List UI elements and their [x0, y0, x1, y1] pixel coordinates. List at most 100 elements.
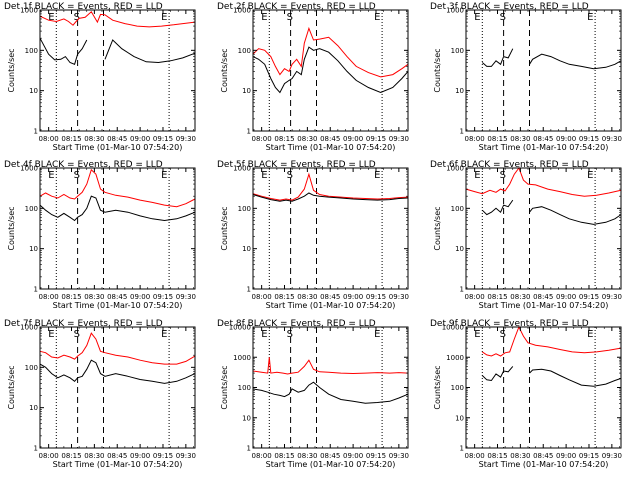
x-tick-label: 09:30	[389, 452, 409, 460]
x-axis-label: Start Time (01-Mar-10 07:54:20)	[479, 143, 609, 152]
x-tick-label: 08:45	[107, 135, 127, 143]
event-marker-label: S	[287, 170, 293, 181]
y-tick-label: 10	[455, 414, 464, 422]
event-marker-label: E	[474, 12, 480, 23]
x-tick-label: 08:30	[84, 293, 104, 301]
x-tick-label: 09:30	[389, 293, 409, 301]
x-tick-label: 08:30	[510, 293, 530, 301]
y-tick-label: 1000	[20, 165, 38, 173]
x-tick-label: 08:30	[84, 452, 104, 460]
event-marker-label: S	[500, 12, 506, 23]
y-tick-label: 10	[29, 87, 38, 95]
event-marker-label: S	[74, 12, 80, 23]
lld-rate-line	[465, 166, 622, 197]
x-tick-label: 09:15	[153, 135, 173, 143]
event-marker-label: E	[261, 12, 267, 23]
y-axis-label: Counts/sec	[433, 365, 442, 409]
x-tick-label: 08:30	[84, 135, 104, 143]
x-tick-label: 08:00	[465, 452, 485, 460]
panel-title: Det 3f BLACK = Events, RED = LLD	[430, 2, 589, 12]
x-tick-label: 08:30	[510, 452, 530, 460]
y-tick-label: 10	[242, 245, 251, 253]
x-tick-label: 08:45	[320, 135, 340, 143]
x-tick-label: 09:15	[579, 135, 599, 143]
events-rate-line	[39, 37, 196, 65]
x-tick-label: 09:30	[389, 135, 409, 143]
event-marker-label: S	[287, 12, 293, 23]
lld-rate-line	[39, 168, 196, 208]
x-tick-label: 09:00	[556, 452, 576, 460]
x-tick-label: 08:15	[61, 293, 81, 301]
x-tick-label: 09:00	[130, 135, 150, 143]
x-tick-label: 09:30	[176, 452, 196, 460]
events-rate-line	[481, 366, 622, 387]
x-tick-label: 09:00	[556, 293, 576, 301]
event-marker-label: E	[374, 12, 380, 23]
x-tick-label: 08:00	[39, 452, 59, 460]
y-tick-label: 1	[34, 445, 38, 453]
y-tick-label: 1000	[233, 7, 251, 15]
y-tick-label: 1000	[20, 7, 38, 15]
y-axis-label: Counts/sec	[7, 206, 16, 250]
x-axis-label: Start Time (01-Mar-10 07:54:20)	[266, 301, 396, 310]
events-rate-line	[252, 381, 409, 404]
y-tick-label: 10	[455, 87, 464, 95]
x-axis-label: Start Time (01-Mar-10 07:54:20)	[53, 460, 183, 469]
y-tick-label: 100	[238, 384, 251, 392]
x-axis-label: Start Time (01-Mar-10 07:54:20)	[53, 143, 183, 152]
x-axis-label: Start Time (01-Mar-10 07:54:20)	[479, 301, 609, 310]
x-tick-label: 08:30	[297, 452, 317, 460]
y-tick-label: 1000	[446, 165, 464, 173]
y-tick-label: 100	[25, 364, 38, 372]
x-tick-label: 08:15	[274, 293, 294, 301]
y-tick-label: 1	[247, 128, 251, 136]
y-tick-label: 1	[34, 128, 38, 136]
y-tick-label: 1000	[20, 324, 38, 332]
y-tick-label: 10	[29, 245, 38, 253]
events-rate-line	[481, 48, 622, 70]
y-tick-label: 1000	[233, 165, 251, 173]
y-tick-label: 100	[25, 47, 38, 55]
event-marker-label: E	[587, 329, 593, 340]
x-tick-label: 09:30	[176, 135, 196, 143]
x-tick-label: 08:45	[533, 452, 553, 460]
plot-frame	[465, 326, 622, 449]
x-tick-label: 08:45	[533, 135, 553, 143]
x-tick-label: 09:00	[343, 452, 363, 460]
event-marker-label: S	[500, 170, 506, 181]
x-tick-label: 08:15	[487, 293, 507, 301]
panel-title: Det 1f BLACK = Events, RED = LLD	[4, 2, 163, 12]
y-tick-label: 1000	[233, 354, 251, 362]
plot-frame	[39, 167, 196, 290]
x-tick-label: 08:00	[252, 135, 272, 143]
events-rate-line	[252, 192, 409, 202]
y-axis-label: Counts/sec	[220, 48, 229, 92]
event-marker-label: E	[374, 329, 380, 340]
lld-rate-line	[252, 26, 409, 78]
lld-rate-line	[39, 332, 196, 365]
x-tick-label: 08:00	[39, 293, 59, 301]
y-axis-label: Counts/sec	[433, 206, 442, 250]
event-marker-label: E	[261, 329, 267, 340]
x-tick-label: 09:00	[130, 452, 150, 460]
x-tick-label: 08:00	[465, 293, 485, 301]
x-tick-label: 09:30	[602, 452, 622, 460]
y-axis-label: Counts/sec	[433, 48, 442, 92]
lld-rate-line	[39, 11, 196, 28]
y-tick-label: 1000	[446, 7, 464, 15]
events-rate-line	[39, 195, 196, 222]
y-tick-label: 1000	[446, 354, 464, 362]
x-tick-label: 08:00	[252, 293, 272, 301]
event-marker-label: E	[374, 170, 380, 181]
lld-rate-line	[252, 357, 409, 375]
x-tick-label: 08:00	[39, 135, 59, 143]
event-marker-label: E	[48, 329, 54, 340]
